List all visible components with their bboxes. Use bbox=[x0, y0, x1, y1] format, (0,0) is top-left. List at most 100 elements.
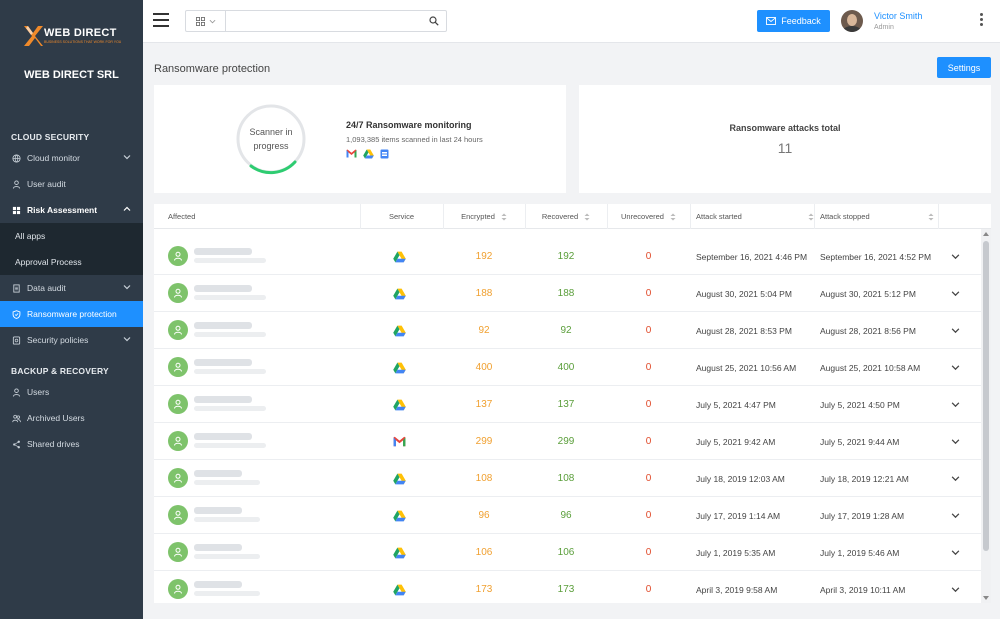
service-google-drive-icon bbox=[393, 497, 410, 534]
redacted-name bbox=[194, 248, 252, 255]
unrecovered-count: 0 bbox=[645, 510, 652, 521]
settings-button[interactable]: Settings bbox=[937, 57, 991, 78]
scanner-progress-ring bbox=[236, 104, 306, 175]
user-avatar bbox=[168, 468, 188, 488]
redacted-email bbox=[194, 332, 266, 337]
column-attack-stopped[interactable]: Attack stopped bbox=[820, 204, 934, 229]
expand-chevron-icon[interactable] bbox=[951, 326, 960, 335]
monitoring-title: 24/7 Ransomware monitoring bbox=[346, 120, 472, 130]
attack-stopped: April 3, 2019 10:11 AM bbox=[820, 584, 906, 595]
sort-icon bbox=[928, 213, 934, 220]
unrecovered-count: 0 bbox=[645, 325, 652, 336]
sidebar-item-ransomware-protection[interactable]: Ransomware protection bbox=[0, 301, 143, 327]
expand-chevron-icon[interactable] bbox=[951, 437, 960, 446]
expand-chevron-icon[interactable] bbox=[951, 289, 960, 298]
logo-tagline: BUSINESS SOLUTIONS THAT WORK FOR YOU bbox=[44, 40, 122, 44]
sidebar-item-shared-drives[interactable]: Shared drives bbox=[0, 431, 143, 457]
expand-chevron-icon[interactable] bbox=[951, 400, 960, 409]
column-attack-started[interactable]: Attack started bbox=[696, 204, 814, 229]
attack-stopped: July 5, 2021 4:50 PM bbox=[820, 399, 900, 410]
service-google-drive-icon bbox=[393, 386, 410, 423]
table-scrollbar[interactable] bbox=[981, 229, 991, 603]
table-row[interactable]: 137 137 0 July 5, 2021 4:47 PM July 5, 2… bbox=[154, 386, 991, 423]
attacks-card: Ransomware attacks total 11 bbox=[579, 85, 991, 193]
sidebar-item-label: All apps bbox=[15, 231, 46, 241]
expand-chevron-icon[interactable] bbox=[951, 511, 960, 520]
attack-started: August 30, 2021 5:04 PM bbox=[696, 288, 792, 299]
user-name[interactable]: Victor Smith bbox=[874, 11, 923, 21]
attack-stopped: July 17, 2019 1:28 AM bbox=[820, 510, 905, 521]
attack-stopped: July 5, 2021 9:44 AM bbox=[820, 436, 900, 447]
redacted-name bbox=[194, 581, 242, 588]
column-encrypted[interactable]: Encrypted bbox=[443, 204, 525, 229]
unrecovered-count: 0 bbox=[645, 436, 652, 447]
table-row[interactable]: 96 96 0 July 17, 2019 1:14 AM July 17, 2… bbox=[154, 497, 991, 534]
table-row[interactable]: 108 108 0 July 18, 2019 12:03 AM July 18… bbox=[154, 460, 991, 497]
scrollbar-thumb[interactable] bbox=[983, 241, 989, 551]
expand-chevron-icon[interactable] bbox=[951, 474, 960, 483]
redacted-email bbox=[194, 295, 266, 300]
attack-stopped: September 16, 2021 4:52 PM bbox=[820, 251, 932, 262]
sidebar-item-data-audit[interactable]: Data audit bbox=[0, 275, 143, 301]
logo-mark-icon bbox=[24, 26, 43, 46]
search-icon[interactable] bbox=[429, 16, 439, 26]
sidebar-item-security-policies[interactable]: Security policies bbox=[0, 327, 143, 353]
more-options-icon[interactable] bbox=[980, 13, 984, 27]
table-row[interactable]: 400 400 0 August 25, 2021 10:56 AM Augus… bbox=[154, 349, 991, 386]
expand-chevron-icon[interactable] bbox=[951, 585, 960, 594]
table-row[interactable]: 173 173 0 April 3, 2019 9:58 AM April 3,… bbox=[154, 571, 991, 603]
sidebar: WEB DIRECT BUSINESS SOLUTIONS THAT WORK … bbox=[0, 0, 143, 619]
chevron-down-icon bbox=[123, 285, 131, 290]
table-row[interactable]: 192 192 0 September 16, 2021 4:46 PM Sep… bbox=[154, 238, 991, 275]
recovered-count: 137 bbox=[557, 399, 575, 410]
table-row[interactable]: 92 92 0 August 28, 2021 8:53 PM August 2… bbox=[154, 312, 991, 349]
sidebar-item-users[interactable]: Users bbox=[0, 379, 143, 405]
sidebar-item-archived-users[interactable]: Archived Users bbox=[0, 405, 143, 431]
expand-chevron-icon[interactable] bbox=[951, 252, 960, 261]
attack-started: July 1, 2019 5:35 AM bbox=[696, 547, 776, 558]
monitoring-subtitle: 1,093,385 items scanned in last 24 hours bbox=[346, 135, 483, 144]
sidebar-item-approval-process[interactable]: Approval Process bbox=[0, 249, 143, 275]
app-switcher[interactable] bbox=[186, 11, 226, 31]
expand-chevron-icon[interactable] bbox=[951, 363, 960, 372]
scroll-up-icon[interactable] bbox=[983, 232, 989, 236]
logo-brand-text: WEB DIRECT bbox=[44, 27, 117, 39]
redacted-email bbox=[194, 517, 260, 522]
redacted-email bbox=[194, 258, 266, 263]
sidebar-item-label: Users bbox=[27, 387, 50, 397]
attack-started: August 28, 2021 8:53 PM bbox=[696, 325, 792, 336]
recovered-count: 299 bbox=[557, 436, 575, 447]
user-avatar bbox=[168, 246, 188, 266]
recovered-count: 96 bbox=[560, 510, 572, 521]
scroll-down-icon[interactable] bbox=[983, 596, 989, 600]
menu-icon[interactable] bbox=[153, 13, 169, 27]
redacted-name bbox=[194, 322, 252, 329]
sidebar-item-user-audit[interactable]: User audit bbox=[0, 171, 143, 197]
attack-stopped: August 28, 2021 8:56 PM bbox=[820, 325, 916, 336]
chevron-down-icon bbox=[209, 19, 215, 23]
sort-icon bbox=[808, 213, 814, 220]
table-row[interactable]: 106 106 0 July 1, 2019 5:35 AM July 1, 2… bbox=[154, 534, 991, 571]
section-title-cloud-security: CLOUD SECURITY bbox=[11, 132, 90, 142]
sort-icon bbox=[584, 213, 590, 220]
attack-started: July 18, 2019 12:03 AM bbox=[696, 473, 785, 484]
search-input[interactable] bbox=[227, 12, 422, 30]
column-unrecovered[interactable]: Unrecovered bbox=[607, 204, 690, 229]
globe-icon bbox=[11, 153, 21, 163]
user-avatar bbox=[168, 394, 188, 414]
encrypted-count: 400 bbox=[475, 362, 493, 373]
feedback-button[interactable]: Feedback bbox=[757, 10, 830, 32]
column-recovered[interactable]: Recovered bbox=[525, 204, 607, 229]
sidebar-item-all-apps[interactable]: All apps bbox=[0, 223, 143, 249]
expand-chevron-icon[interactable] bbox=[951, 548, 960, 557]
table-row[interactable]: 299 299 0 July 5, 2021 9:42 AM July 5, 2… bbox=[154, 423, 991, 460]
sidebar-item-risk-assessment[interactable]: Risk Assessment bbox=[0, 197, 143, 223]
user-icon bbox=[11, 387, 21, 397]
recovered-count: 188 bbox=[557, 288, 575, 299]
avatar[interactable] bbox=[841, 10, 863, 32]
redacted-email bbox=[194, 406, 266, 411]
table-row[interactable]: 188 188 0 August 30, 2021 5:04 PM August… bbox=[154, 275, 991, 312]
sidebar-item-cloud-monitor[interactable]: Cloud monitor bbox=[0, 145, 143, 171]
recovered-count: 108 bbox=[557, 473, 575, 484]
attack-started: July 5, 2021 9:42 AM bbox=[696, 436, 776, 447]
